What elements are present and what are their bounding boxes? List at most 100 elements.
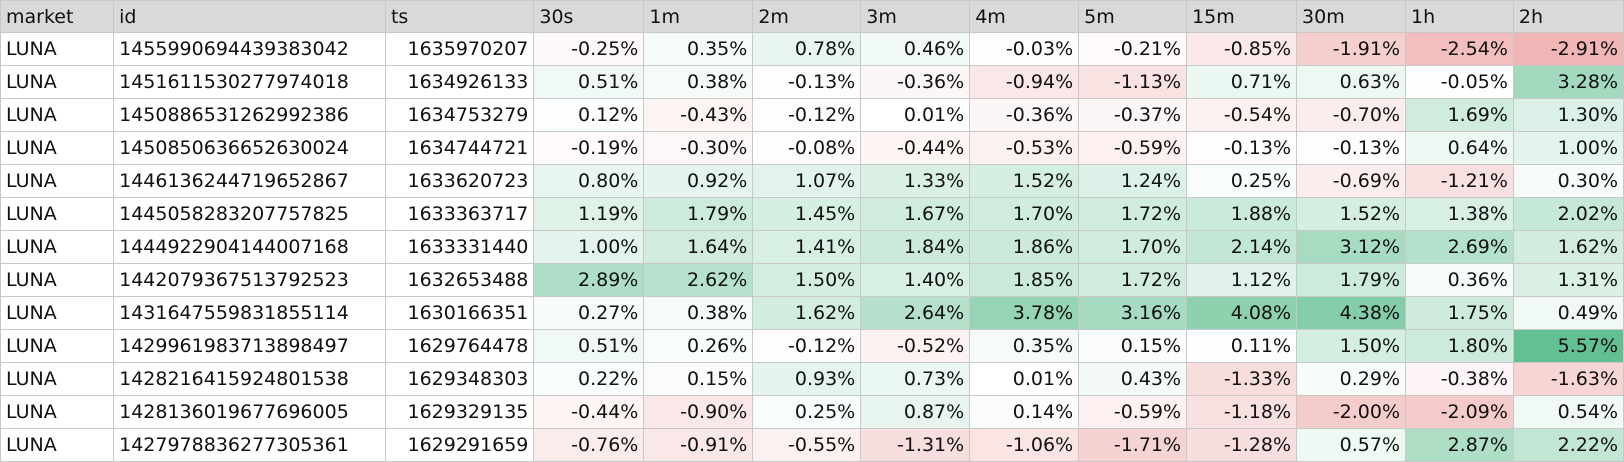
change-cell-2m[interactable]: 1.50% xyxy=(752,263,862,297)
change-cell-2h[interactable]: -2.91% xyxy=(1512,32,1624,66)
column-header-1m[interactable]: 1m xyxy=(643,0,754,33)
market-cell[interactable]: LUNA xyxy=(0,131,115,165)
id-cell[interactable]: 1428216415924801538 xyxy=(113,362,386,396)
change-cell-15m[interactable]: -0.85% xyxy=(1186,32,1298,66)
market-cell[interactable]: LUNA xyxy=(0,296,115,330)
change-cell-1h[interactable]: 2.69% xyxy=(1405,230,1514,264)
market-cell[interactable]: LUNA xyxy=(0,164,115,198)
change-cell-15m[interactable]: 0.11% xyxy=(1186,329,1298,363)
change-cell-2m[interactable]: 0.93% xyxy=(752,362,862,396)
change-cell-2h[interactable]: 3.28% xyxy=(1512,65,1624,99)
change-cell-30s[interactable]: -0.44% xyxy=(533,395,645,429)
change-cell-2h[interactable]: 2.22% xyxy=(1512,428,1624,462)
change-cell-30m[interactable]: 0.57% xyxy=(1296,428,1406,462)
change-cell-5m[interactable]: -0.37% xyxy=(1078,98,1188,132)
change-cell-15m[interactable]: -1.33% xyxy=(1186,362,1298,396)
change-cell-5m[interactable]: -0.59% xyxy=(1078,131,1188,165)
change-cell-5m[interactable]: -0.21% xyxy=(1078,32,1188,66)
id-cell[interactable]: 1445058283207757825 xyxy=(113,197,386,231)
change-cell-5m[interactable]: 1.72% xyxy=(1078,197,1188,231)
id-cell[interactable]: 1429961983713898497 xyxy=(113,329,386,363)
change-cell-4m[interactable]: 0.01% xyxy=(969,362,1080,396)
change-cell-30m[interactable]: 1.79% xyxy=(1296,263,1406,297)
change-cell-2m[interactable]: 1.41% xyxy=(752,230,862,264)
change-cell-30s[interactable]: 0.80% xyxy=(533,164,645,198)
change-cell-2h[interactable]: 1.00% xyxy=(1512,131,1624,165)
change-cell-2h[interactable]: 1.31% xyxy=(1512,263,1624,297)
change-cell-5m[interactable]: 0.15% xyxy=(1078,329,1188,363)
change-cell-30s[interactable]: 2.89% xyxy=(533,263,645,297)
change-cell-1h[interactable]: -2.54% xyxy=(1405,32,1514,66)
change-cell-15m[interactable]: -1.18% xyxy=(1186,395,1298,429)
change-cell-1h[interactable]: 0.64% xyxy=(1405,131,1514,165)
change-cell-30s[interactable]: 1.00% xyxy=(533,230,645,264)
column-header-3m[interactable]: 3m xyxy=(860,0,971,33)
timestamp-cell[interactable]: 1633363717 xyxy=(384,197,535,231)
change-cell-1m[interactable]: 0.26% xyxy=(643,329,754,363)
timestamp-cell[interactable]: 1629329135 xyxy=(384,395,535,429)
change-cell-3m[interactable]: -0.36% xyxy=(860,65,971,99)
timestamp-cell[interactable]: 1633331440 xyxy=(384,230,535,264)
change-cell-30s[interactable]: -0.76% xyxy=(533,428,645,462)
change-cell-1m[interactable]: -0.90% xyxy=(643,395,754,429)
market-cell[interactable]: LUNA xyxy=(0,395,115,429)
change-cell-4m[interactable]: -1.06% xyxy=(969,428,1080,462)
change-cell-2m[interactable]: 1.07% xyxy=(752,164,862,198)
change-cell-3m[interactable]: -1.31% xyxy=(860,428,971,462)
change-cell-5m[interactable]: 1.70% xyxy=(1078,230,1188,264)
timestamp-cell[interactable]: 1635970207 xyxy=(384,32,535,66)
timestamp-cell[interactable]: 1633620723 xyxy=(384,164,535,198)
change-cell-30m[interactable]: -1.91% xyxy=(1296,32,1406,66)
change-cell-3m[interactable]: 2.64% xyxy=(860,296,971,330)
market-cell[interactable]: LUNA xyxy=(0,263,115,297)
change-cell-30m[interactable]: -0.69% xyxy=(1296,164,1406,198)
change-cell-30m[interactable]: 1.52% xyxy=(1296,197,1406,231)
change-cell-15m[interactable]: -0.13% xyxy=(1186,131,1298,165)
change-cell-30s[interactable]: 0.22% xyxy=(533,362,645,396)
change-cell-5m[interactable]: 1.72% xyxy=(1078,263,1188,297)
column-header-5m[interactable]: 5m xyxy=(1078,0,1188,33)
change-cell-1m[interactable]: 0.38% xyxy=(643,296,754,330)
change-cell-4m[interactable]: -0.36% xyxy=(969,98,1080,132)
change-cell-3m[interactable]: 1.33% xyxy=(860,164,971,198)
change-cell-1h[interactable]: 0.36% xyxy=(1405,263,1514,297)
id-cell[interactable]: 1444922904144007168 xyxy=(113,230,386,264)
change-cell-1m[interactable]: -0.30% xyxy=(643,131,754,165)
change-cell-3m[interactable]: 1.40% xyxy=(860,263,971,297)
change-cell-30m[interactable]: 4.38% xyxy=(1296,296,1406,330)
change-cell-3m[interactable]: 0.87% xyxy=(860,395,971,429)
change-cell-2h[interactable]: 0.49% xyxy=(1512,296,1624,330)
timestamp-cell[interactable]: 1629291659 xyxy=(384,428,535,462)
change-cell-3m[interactable]: -0.44% xyxy=(860,131,971,165)
change-cell-1m[interactable]: 1.64% xyxy=(643,230,754,264)
market-cell[interactable]: LUNA xyxy=(0,98,115,132)
id-cell[interactable]: 1442079367513792523 xyxy=(113,263,386,297)
id-cell[interactable]: 1446136244719652867 xyxy=(113,164,386,198)
timestamp-cell[interactable]: 1629348303 xyxy=(384,362,535,396)
market-cell[interactable]: LUNA xyxy=(0,329,115,363)
column-header-4m[interactable]: 4m xyxy=(969,0,1080,33)
change-cell-3m[interactable]: -0.52% xyxy=(860,329,971,363)
id-cell[interactable]: 1450886531262992386 xyxy=(113,98,386,132)
market-cell[interactable]: LUNA xyxy=(0,32,115,66)
change-cell-5m[interactable]: 1.24% xyxy=(1078,164,1188,198)
change-cell-3m[interactable]: 0.46% xyxy=(860,32,971,66)
column-header-30m[interactable]: 30m xyxy=(1296,0,1406,33)
change-cell-1h[interactable]: -0.05% xyxy=(1405,65,1514,99)
change-cell-4m[interactable]: 3.78% xyxy=(969,296,1080,330)
change-cell-4m[interactable]: -0.94% xyxy=(969,65,1080,99)
id-cell[interactable]: 1431647559831855114 xyxy=(113,296,386,330)
change-cell-4m[interactable]: -0.53% xyxy=(969,131,1080,165)
column-header-ts[interactable]: ts xyxy=(384,0,535,33)
change-cell-1h[interactable]: 1.80% xyxy=(1405,329,1514,363)
change-cell-1h[interactable]: 1.38% xyxy=(1405,197,1514,231)
change-cell-2h[interactable]: 0.30% xyxy=(1512,164,1624,198)
id-cell[interactable]: 1451611530277974018 xyxy=(113,65,386,99)
change-cell-15m[interactable]: 4.08% xyxy=(1186,296,1298,330)
change-cell-5m[interactable]: 0.43% xyxy=(1078,362,1188,396)
change-cell-1m[interactable]: -0.43% xyxy=(643,98,754,132)
change-cell-5m[interactable]: 3.16% xyxy=(1078,296,1188,330)
id-cell[interactable]: 1427978836277305361 xyxy=(113,428,386,462)
id-cell[interactable]: 1428136019677696005 xyxy=(113,395,386,429)
change-cell-1m[interactable]: 2.62% xyxy=(643,263,754,297)
